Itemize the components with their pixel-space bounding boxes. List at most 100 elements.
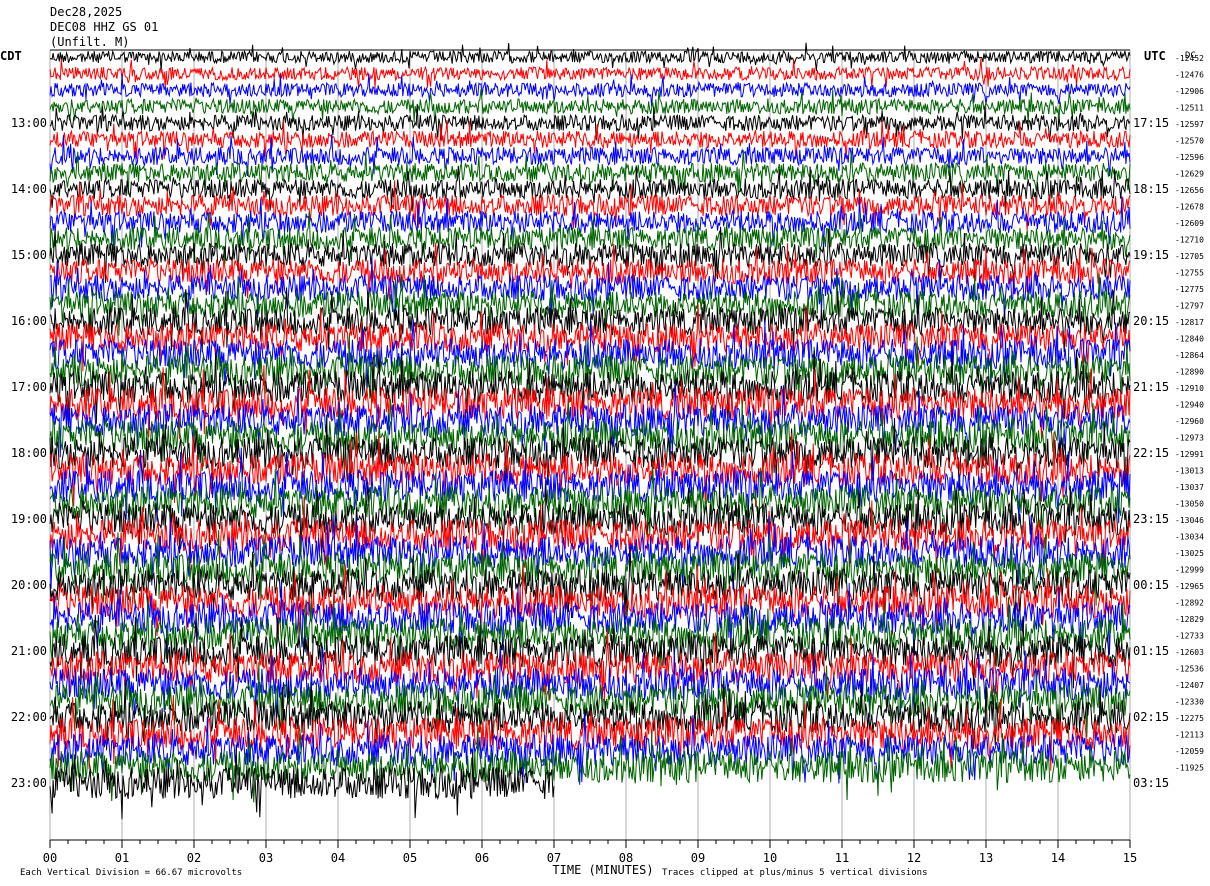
dc-offset-label: -12113 [1175, 731, 1204, 740]
dc-offset-label: -12609 [1175, 219, 1204, 228]
seismic-trace [49, 432, 1131, 508]
x-tick-label: 07 [547, 851, 561, 865]
seismic-trace [49, 89, 1131, 124]
dc-offset-label: -12596 [1175, 153, 1204, 162]
dc-offset-label: -13034 [1175, 533, 1204, 542]
dc-offset-label: -13025 [1175, 549, 1204, 558]
dc-offset-label: -12511 [1175, 104, 1204, 113]
seismic-trace [49, 119, 1131, 160]
seismic-trace [49, 103, 1131, 142]
header-date: Dec28,2025 [50, 5, 122, 19]
left-hour-label: 13:00 [11, 116, 47, 130]
seismic-trace [49, 646, 1131, 720]
seismic-trace [49, 695, 1131, 771]
seismic-trace [49, 564, 1131, 638]
x-tick-label: 00 [43, 851, 57, 865]
dc-offset-label: -12597 [1175, 120, 1204, 129]
seismic-trace [49, 729, 1131, 803]
x-tick-label: 11 [835, 851, 849, 865]
left-hour-label: 20:00 [11, 578, 47, 592]
dc-offset-label: -13046 [1175, 516, 1204, 525]
x-tick-label: 02 [187, 851, 201, 865]
dc-offset-label: -12840 [1175, 335, 1204, 344]
header-station: DEC08 HHZ GS 01 [50, 20, 158, 34]
left-hour-label: 19:00 [11, 512, 47, 526]
x-tick-label: 13 [979, 851, 993, 865]
dc-offset-label: -12775 [1175, 285, 1204, 294]
seismic-trace [49, 744, 555, 820]
dc-offset-label: -12710 [1175, 236, 1204, 245]
seismic-trace [49, 273, 1131, 337]
dc-offset-label: -12733 [1175, 632, 1204, 641]
dc-offset-label: -13037 [1175, 483, 1204, 492]
dc-offset-label: -12330 [1175, 698, 1204, 707]
x-tick-label: 12 [907, 851, 921, 865]
x-tick-label: 09 [691, 851, 705, 865]
dc-offset-label: -12629 [1175, 170, 1204, 179]
seismic-trace [49, 226, 1131, 283]
dc-offset-label: -13050 [1175, 500, 1204, 509]
x-tick-label: 03 [259, 851, 273, 865]
axis-labels: 00 01 02 03 04 05 06 07 08 09 10 11 12 13 14 15 13:00 14:… [11, 54, 1204, 865]
seismic-trace [49, 303, 1131, 372]
left-hour-label: 18:00 [11, 446, 47, 460]
dc-offset-label: -12906 [1175, 87, 1204, 96]
left-hour-label: 16:00 [11, 314, 47, 328]
right-hour-label: 22:15 [1133, 446, 1169, 460]
dc-offset-label: -12656 [1175, 186, 1204, 195]
dc-offset-label: -12965 [1175, 582, 1204, 591]
seismic-trace [49, 679, 1131, 755]
seismic-trace [49, 349, 1131, 425]
dc-offset-label: -12059 [1175, 747, 1204, 756]
dc-offset-label: -12960 [1175, 417, 1204, 426]
seismic-trace [49, 165, 1131, 212]
left-hour-label: 17:00 [11, 380, 47, 394]
seismic-trace [49, 481, 1131, 555]
dc-offset-label: -12476 [1175, 71, 1204, 80]
right-hour-label: 20:15 [1133, 314, 1169, 328]
seismic-trace [49, 382, 1131, 458]
right-zone-label: UTC [1144, 49, 1166, 63]
left-hour-label: 23:00 [11, 776, 47, 790]
left-zone-label: CDT [0, 49, 22, 63]
dc-offset-label: -12940 [1175, 401, 1204, 410]
seismic-trace [49, 629, 1131, 703]
left-hour-label: 14:00 [11, 182, 47, 196]
seismic-trace [49, 58, 1131, 89]
dc-offset-label: -12892 [1175, 599, 1204, 608]
right-hour-label: 19:15 [1133, 248, 1169, 262]
seismic-trace [49, 712, 1131, 785]
footer-right-note: Traces clipped at plus/minus 5 vertical … [662, 868, 928, 878]
right-hour-label: 01:15 [1133, 644, 1169, 658]
seismic-trace [49, 256, 1131, 319]
right-hour-label: 18:15 [1133, 182, 1169, 196]
seismic-trace [49, 134, 1131, 177]
dc-offset-label: -12973 [1175, 434, 1204, 443]
right-hour-label: 23:15 [1133, 512, 1169, 526]
seismic-trace [49, 333, 1131, 408]
dc-offset-label: -12570 [1175, 137, 1204, 146]
x-tick-label: 04 [331, 851, 345, 865]
seismic-trace [49, 196, 1131, 248]
dc-offset-label: -12407 [1175, 681, 1204, 690]
seismic-trace [49, 319, 1131, 388]
dc-offset-label: -12452 [1175, 54, 1204, 63]
dc-offset-label: -12817 [1175, 318, 1204, 327]
dc-label: DC [1185, 51, 1196, 61]
dc-offset-label: -12910 [1175, 384, 1204, 393]
x-tick-label: 05 [403, 851, 417, 865]
footer-left-note: Each Vertical Division = 66.67 microvolt… [20, 868, 242, 878]
x-tick-label: 14 [1051, 851, 1065, 865]
x-tick-label: 01 [115, 851, 129, 865]
dc-offset-label: -12991 [1175, 450, 1204, 459]
right-hour-label: 02:15 [1133, 710, 1169, 724]
seismic-traces [49, 42, 1131, 820]
dc-offset-label: -13013 [1175, 467, 1204, 476]
left-hour-label: 15:00 [11, 248, 47, 262]
seismic-trace [49, 514, 1131, 590]
dc-offset-label: -12999 [1175, 566, 1204, 575]
right-hour-label: 03:15 [1133, 776, 1169, 790]
dc-offset-label: -12829 [1175, 615, 1204, 624]
right-hour-label: 21:15 [1133, 380, 1169, 394]
